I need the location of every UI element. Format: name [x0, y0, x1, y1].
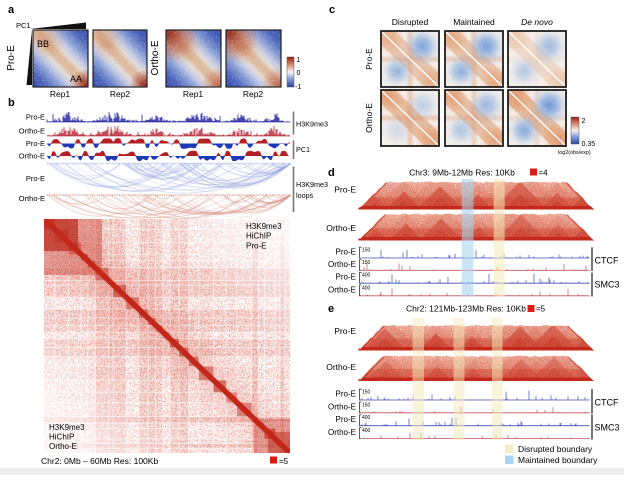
svg-text:H3K9me3: H3K9me3 [246, 222, 282, 231]
svg-text:Pro-E: Pro-E [336, 390, 356, 399]
svg-text:H3K9me3: H3K9me3 [296, 120, 328, 129]
svg-text:1: 1 [297, 57, 301, 64]
svg-text:400: 400 [362, 428, 371, 434]
svg-text:Rep2: Rep2 [243, 89, 264, 99]
svg-text:SMC3: SMC3 [595, 280, 620, 290]
svg-text:BB: BB [37, 39, 49, 49]
svg-text:0.35: 0.35 [582, 141, 596, 148]
svg-text:2: 2 [582, 118, 586, 125]
svg-text:Ortho-E: Ortho-E [328, 402, 356, 411]
svg-text:Ortho-E: Ortho-E [49, 442, 77, 451]
svg-text:=5: =5 [536, 305, 546, 314]
svg-text:CTCF: CTCF [595, 256, 619, 266]
svg-text:Pro-E: Pro-E [334, 326, 356, 336]
svg-text:Ortho-E: Ortho-E [326, 223, 356, 233]
svg-text:c: c [329, 4, 335, 16]
svg-text:PC1: PC1 [296, 145, 310, 154]
svg-text:Pro-E: Pro-E [246, 241, 266, 250]
svg-text:Maintained: Maintained [453, 17, 495, 27]
svg-text:H3K9me3: H3K9me3 [49, 423, 85, 432]
svg-text:150: 150 [362, 402, 371, 408]
svg-text:H3K9me3: H3K9me3 [296, 180, 328, 189]
svg-text:Ortho-E: Ortho-E [364, 103, 374, 133]
svg-text:b: b [8, 97, 15, 109]
svg-text:Disrupted boundary: Disrupted boundary [518, 444, 593, 454]
svg-text:=5: =5 [279, 457, 289, 466]
svg-text:150: 150 [362, 260, 371, 266]
svg-text:400: 400 [362, 273, 371, 279]
svg-text:Pro-E: Pro-E [334, 185, 356, 195]
svg-text:e: e [328, 303, 334, 315]
svg-text:Ortho-E: Ortho-E [328, 260, 356, 269]
svg-text:Chr3: 9Mb-12Mb Res: 10Kb: Chr3: 9Mb-12Mb Res: 10Kb [409, 168, 515, 178]
svg-text:Ortho-E: Ortho-E [328, 428, 356, 437]
svg-text:De novo: De novo [521, 17, 553, 27]
svg-text:-1: -1 [295, 84, 301, 91]
svg-text:Rep2: Rep2 [110, 89, 131, 99]
svg-text:HiChIP: HiChIP [49, 433, 74, 442]
svg-text:Rep1: Rep1 [183, 89, 204, 99]
svg-text:150: 150 [362, 248, 371, 254]
svg-text:Pro-E: Pro-E [26, 174, 45, 183]
svg-text:log2(obs/exp): log2(obs/exp) [558, 150, 591, 156]
svg-text:HiChIP: HiChIP [246, 232, 271, 241]
svg-text:Pro-E: Pro-E [26, 113, 45, 122]
svg-text:Ortho-E: Ortho-E [19, 194, 45, 203]
svg-text:Chr2: 0Mb – 60Mb Res: 100Kb: Chr2: 0Mb – 60Mb Res: 100Kb [41, 456, 158, 466]
svg-text:400: 400 [362, 285, 371, 291]
svg-text:CTCF: CTCF [595, 398, 619, 408]
svg-text:Pro-E: Pro-E [6, 45, 17, 71]
svg-text:SMC3: SMC3 [595, 423, 620, 433]
svg-text:AA: AA [70, 74, 82, 84]
svg-text:0: 0 [297, 70, 301, 77]
svg-text:Pro-E: Pro-E [336, 415, 356, 424]
svg-text:Chr2: 121Mb-123Mb Res: 10Kb: Chr2: 121Mb-123Mb Res: 10Kb [406, 304, 526, 314]
svg-text:Ortho-E: Ortho-E [326, 362, 356, 372]
svg-text:Ortho-E: Ortho-E [19, 127, 45, 136]
svg-text:Rep1: Rep1 [50, 89, 71, 99]
svg-text:Pro-E: Pro-E [364, 48, 374, 70]
svg-text:d: d [328, 167, 335, 179]
svg-text:Pro-E: Pro-E [336, 248, 356, 257]
svg-text:Ortho-E: Ortho-E [19, 152, 45, 161]
svg-text:PC1: PC1 [16, 21, 31, 30]
svg-text:400: 400 [362, 415, 371, 421]
svg-text:a: a [8, 4, 15, 16]
svg-text:Ortho-E: Ortho-E [150, 40, 161, 75]
svg-text:Ortho-E: Ortho-E [328, 285, 356, 294]
svg-text:Disrupted: Disrupted [392, 17, 429, 27]
svg-text:=4: =4 [539, 169, 549, 178]
svg-text:150: 150 [362, 390, 371, 396]
svg-text:Pro-E: Pro-E [26, 139, 45, 148]
svg-text:Maintained boundary: Maintained boundary [518, 455, 598, 465]
svg-text:Pro-E: Pro-E [336, 273, 356, 282]
svg-text:loops: loops [296, 191, 314, 200]
